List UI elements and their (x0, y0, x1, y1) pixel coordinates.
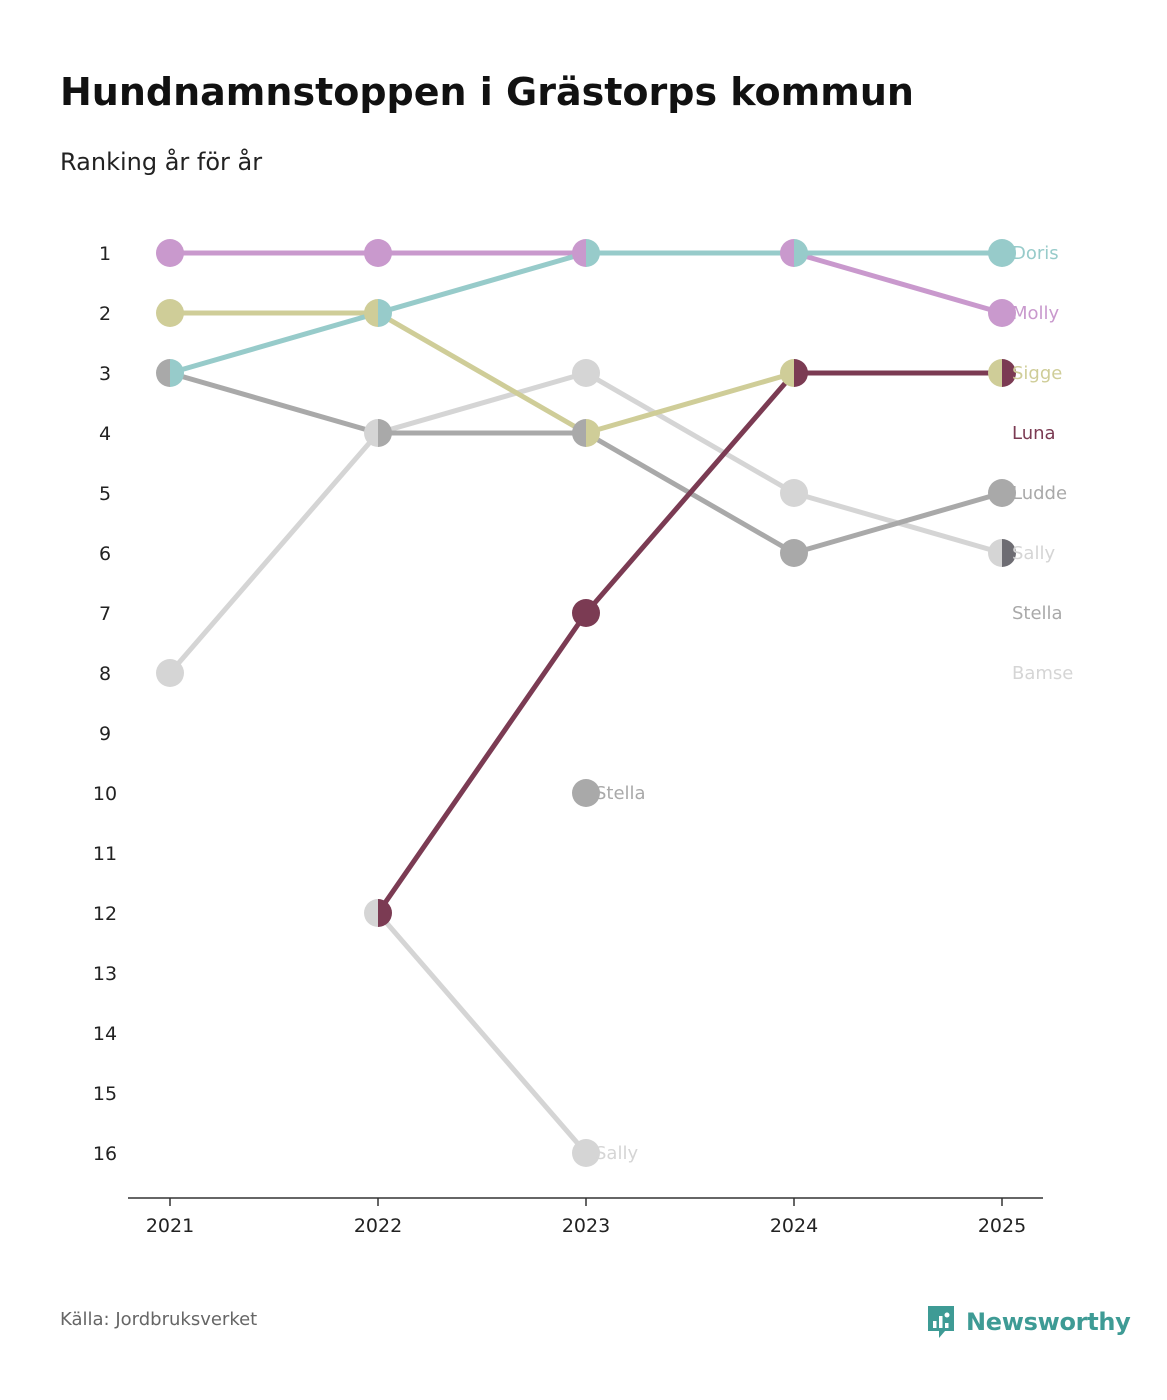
data-point-sigge-2023[interactable] (586, 419, 600, 447)
series-label-stella: Stella (1012, 603, 1063, 624)
series-line-sally[interactable] (376, 911, 588, 1155)
data-point-sally-2022[interactable] (364, 419, 378, 447)
series-label-ludde: Ludde (1012, 483, 1067, 504)
brand-name: Newsworthy (966, 1308, 1131, 1336)
y-tick-label: 9 (99, 723, 111, 745)
data-point-molly-2023[interactable] (572, 239, 586, 267)
data-point-molly-2022[interactable] (364, 239, 392, 267)
x-tick-label: 2021 (146, 1215, 194, 1237)
x-tick-label: 2024 (770, 1215, 818, 1237)
y-tick-label: 8 (99, 663, 111, 685)
data-point-luna-2022[interactable] (378, 899, 392, 927)
data-point-sally-2023[interactable] (572, 1139, 600, 1167)
data-point-sally-2022[interactable] (364, 899, 378, 927)
data-point-luna-2025[interactable] (1002, 359, 1016, 387)
y-tick-label: 16 (93, 1143, 117, 1165)
data-point-molly-2021[interactable] (156, 239, 184, 267)
series-label-luna: Luna (1012, 423, 1056, 444)
data-point-unnamed-2025[interactable] (1002, 539, 1016, 567)
data-point-sally-2024[interactable] (780, 479, 808, 507)
series-label-molly: Molly (1012, 303, 1060, 324)
data-point-molly-2025[interactable] (988, 299, 1016, 327)
y-tick-label: 3 (99, 363, 111, 385)
series-label-bamse: Bamse (1012, 663, 1073, 684)
data-point-sigge-2021[interactable] (156, 299, 184, 327)
data-point-ludde-2023[interactable] (572, 419, 586, 447)
data-point-doris-2023[interactable] (586, 239, 600, 267)
source-note: Källa: Jordbruksverket (60, 1309, 258, 1330)
y-tick-label: 1 (99, 243, 111, 265)
y-tick-label: 14 (93, 1023, 117, 1045)
data-point-sigge-2025[interactable] (988, 359, 1002, 387)
newsworthy-logo-icon (928, 1306, 954, 1338)
y-tick-label: 10 (93, 783, 117, 805)
y-tick-label: 15 (93, 1083, 117, 1105)
data-point-sally-2023[interactable] (572, 359, 600, 387)
y-tick-label: 6 (99, 543, 111, 565)
data-point-molly-2024[interactable] (780, 239, 794, 267)
data-point-luna-2024[interactable] (794, 359, 808, 387)
y-tick-label: 13 (93, 963, 117, 985)
data-point-ludde-2021[interactable] (156, 359, 170, 387)
data-point-ludde-2025[interactable] (988, 479, 1016, 507)
series-label-sally: Sally (1012, 543, 1055, 564)
series-line-luna[interactable] (375, 370, 1002, 915)
series-label-doris: Doris (1012, 243, 1059, 264)
data-point-ludde-2024[interactable] (780, 539, 808, 567)
x-tick-label: 2025 (978, 1215, 1026, 1237)
x-tick-label: 2022 (354, 1215, 402, 1237)
y-tick-label: 2 (99, 303, 111, 325)
y-tick-label: 4 (99, 423, 111, 445)
data-point-ludde-2022[interactable] (378, 419, 392, 447)
chart-title: Hundnamnstoppen i Grästorps kommun (60, 70, 914, 114)
series-line-sally[interactable] (168, 370, 1003, 675)
data-point-luna-2023[interactable] (572, 599, 600, 627)
data-point-doris-2021[interactable] (170, 359, 184, 387)
point-label-sally: Sally (595, 1143, 638, 1164)
point-label-stella: Stella (595, 783, 646, 804)
data-point-sally-2025[interactable] (988, 539, 1002, 567)
y-tick-label: 12 (93, 903, 117, 925)
x-tick-label: 2023 (562, 1215, 610, 1237)
brand-logo[interactable]: Newsworthy (926, 1303, 1131, 1341)
data-point-doris-2025[interactable] (988, 239, 1016, 267)
chart-subtitle: Ranking år för år (60, 148, 263, 176)
data-point-doris-2022[interactable] (378, 299, 392, 327)
y-tick-label: 7 (99, 603, 111, 625)
series-label-sigge: Sigge (1012, 363, 1062, 384)
bump-chart: Bamse Stella Stella Sally Sally Ludde Sigge Mol… (93, 239, 1073, 1237)
data-point-sally-2021[interactable] (156, 659, 184, 687)
y-tick-label: 11 (93, 843, 117, 865)
data-point-doris-2024[interactable] (794, 239, 808, 267)
data-point-sigge-2022[interactable] (364, 299, 378, 327)
data-point-stella-2023[interactable] (572, 779, 600, 807)
y-tick-label: 5 (99, 483, 111, 505)
data-point-sigge-2024[interactable] (780, 359, 794, 387)
